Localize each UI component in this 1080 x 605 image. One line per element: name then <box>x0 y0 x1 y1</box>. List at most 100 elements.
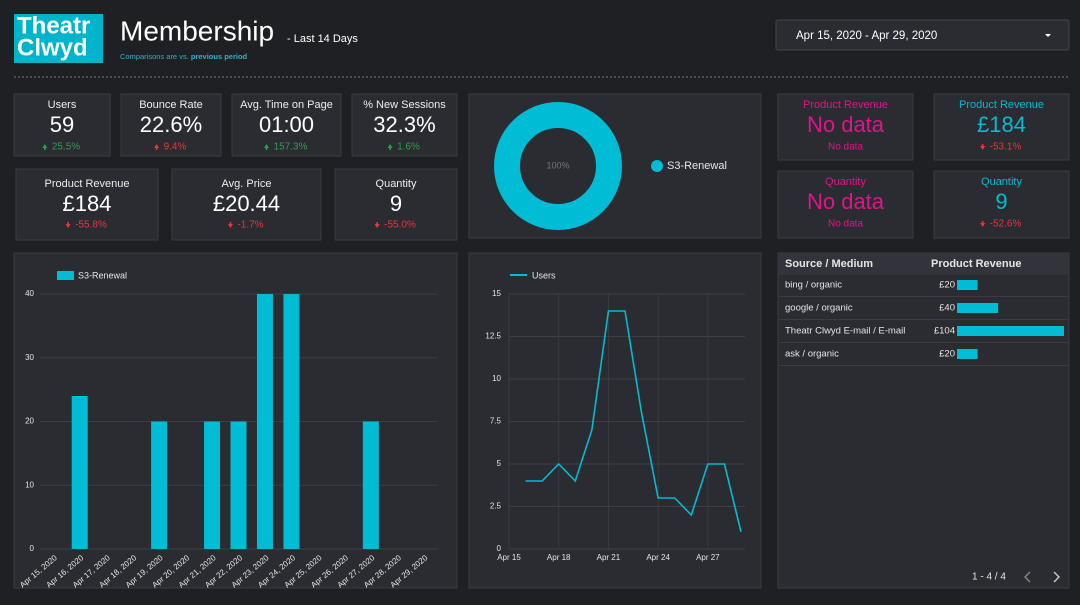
x-tick-label: Apr 21 <box>597 553 621 562</box>
line-series <box>525 310 742 533</box>
panel <box>777 252 1070 589</box>
trend-arrow <box>65 224 71 228</box>
y-tick-label: 0 <box>30 544 35 553</box>
panel <box>171 168 322 241</box>
scorecard-label: Product Revenue <box>803 99 888 111</box>
scorecard-value: 9 <box>995 189 1007 214</box>
bar <box>283 294 300 549</box>
trend-arrow-stem <box>981 144 984 147</box>
panel <box>468 252 762 589</box>
scorecard-value: 01:00 <box>259 112 314 137</box>
scorecard-label: Users <box>48 99 77 111</box>
table-header: Product Revenue <box>931 258 1021 270</box>
scorecard-value: No data <box>807 189 885 214</box>
scorecard-change: -52.6% <box>990 219 1022 230</box>
note-emphasis: previous period <box>191 52 248 61</box>
trend-arrow <box>387 144 393 148</box>
trend-arrow <box>227 224 233 228</box>
panel <box>777 170 914 239</box>
y-tick-label: 2.5 <box>490 502 502 511</box>
bar <box>204 421 221 549</box>
scorecard-label: Product Revenue <box>959 99 1044 111</box>
next-page[interactable] <box>1053 571 1060 583</box>
legend-swatch <box>651 160 663 172</box>
bar <box>256 294 273 549</box>
panel <box>334 168 458 241</box>
pagination: 1 - 4 / 4 <box>972 572 1006 583</box>
scorecard-label: % New Sessions <box>363 99 446 111</box>
cell-revenue: £40 <box>939 303 955 314</box>
logo-text: Clwyd <box>17 34 88 61</box>
panel <box>777 93 914 161</box>
cell-revenue: £104 <box>934 326 955 337</box>
panel <box>933 93 1070 161</box>
scorecard-change: 9.4% <box>164 142 187 153</box>
donut-label: 100% <box>546 160 569 170</box>
scorecard-change: -53.1% <box>990 142 1022 153</box>
y-tick-label: 10 <box>25 480 34 489</box>
trend-arrow <box>264 144 270 148</box>
x-tick-label: Apr 15 <box>497 553 521 562</box>
dropdown-caret[interactable] <box>1045 34 1051 37</box>
revenue-bar <box>957 326 1064 336</box>
scorecard-value: £184 <box>977 112 1026 137</box>
x-tick-label: Apr 24 <box>646 553 670 562</box>
scorecard-change: No data <box>828 219 863 230</box>
note: Comparisons are vs. <box>120 52 189 61</box>
y-tick-label: 20 <box>25 417 34 426</box>
trend-arrow-stem <box>389 147 391 150</box>
panel <box>13 93 111 157</box>
y-tick-label: 10 <box>492 374 501 383</box>
donut-segment <box>494 102 622 230</box>
scorecard-label: Bounce Rate <box>139 99 203 111</box>
revenue-bar <box>957 280 978 290</box>
scorecard-change: 157.3% <box>274 142 308 153</box>
bar <box>230 421 247 549</box>
scorecard-label: Avg. Time on Page <box>240 99 333 111</box>
date-range[interactable]: Apr 15, 2020 - Apr 29, 2020 <box>796 30 937 42</box>
trend-arrow-stem <box>981 221 984 224</box>
scorecard-label: Avg. Price <box>222 178 272 190</box>
date-range-picker[interactable] <box>775 19 1070 51</box>
bar <box>151 421 168 549</box>
cell-source: bing / organic <box>785 280 842 291</box>
trend-arrow-stem <box>155 147 158 150</box>
logo-box <box>14 14 103 63</box>
cell-source: Theatr Clwyd E-mail / E-mail <box>785 326 905 337</box>
prev-page[interactable] <box>1024 571 1031 583</box>
revenue-bar <box>957 303 999 313</box>
trend-arrow-stem <box>44 147 46 150</box>
scorecard-value: £184 <box>63 191 112 216</box>
table-header: Source / Medium <box>785 258 873 270</box>
table-header-bg <box>779 254 1068 275</box>
panel <box>15 168 159 241</box>
revenue-bar <box>957 349 978 359</box>
comparison-note: Comparisons are vs. previous period <box>120 52 248 61</box>
scorecard-label: Quantity <box>376 178 417 190</box>
panel <box>120 93 222 157</box>
cell-source: google / organic <box>785 303 853 314</box>
scorecard-value: £20.44 <box>213 191 280 216</box>
x-tick-label: Apr 18 <box>547 553 571 562</box>
bar <box>362 421 379 549</box>
trend-arrow-stem <box>229 222 232 225</box>
scorecard-value: 9 <box>390 191 402 216</box>
scorecard-label: Product Revenue <box>45 178 130 190</box>
scorecard-value: No data <box>807 112 885 137</box>
y-tick-label: 0 <box>497 544 502 553</box>
bar <box>71 396 88 549</box>
scorecard-change: 1.6% <box>397 142 420 153</box>
y-tick-label: 12.5 <box>485 332 501 341</box>
panel <box>351 93 458 157</box>
trend-arrow <box>154 144 160 148</box>
legend-swatch <box>57 271 74 280</box>
scorecard-change: -55.0% <box>384 220 416 231</box>
scorecard-change: 25.5% <box>52 142 80 153</box>
scorecard-value: 22.6% <box>140 112 202 137</box>
y-tick-label: 30 <box>25 353 34 362</box>
trend-arrow <box>374 224 380 228</box>
trend-arrow <box>980 146 986 150</box>
page-title: Membership <box>120 15 274 46</box>
y-tick-label: 7.5 <box>490 417 502 426</box>
